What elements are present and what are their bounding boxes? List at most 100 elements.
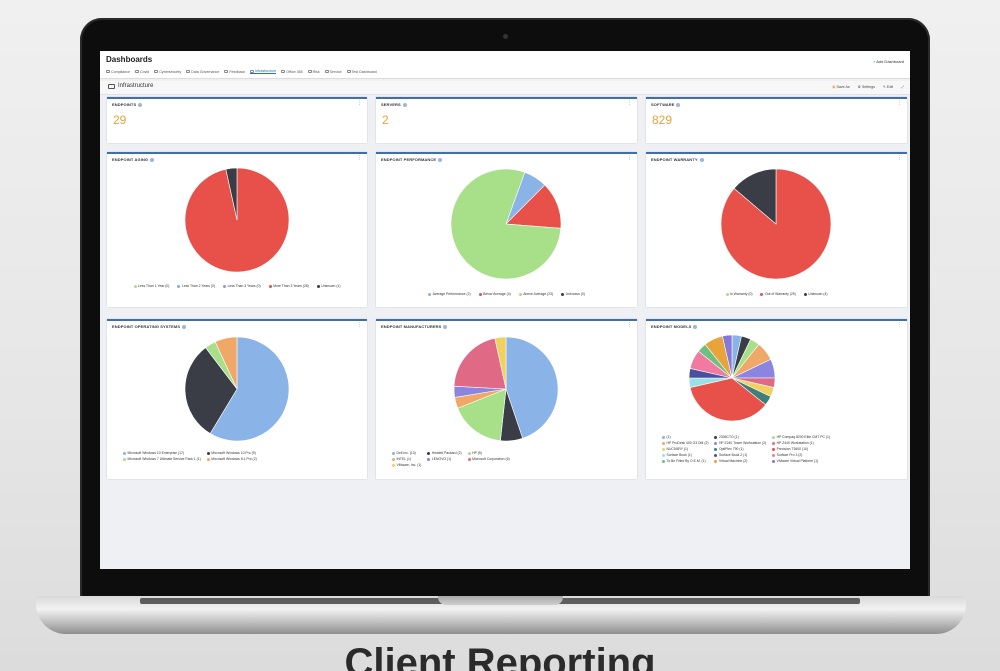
- tab-service[interactable]: Service: [324, 69, 342, 74]
- pie-slice[interactable]: [214, 336, 238, 390]
- legend-item[interactable]: To Be Filled By O.E.M. (1): [662, 459, 708, 463]
- fullscreen-button[interactable]: ⤢: [901, 85, 904, 89]
- legend-item[interactable]: Unknown (1): [316, 284, 340, 288]
- info-icon[interactable]: [693, 324, 698, 329]
- panel-menu-icon[interactable]: ⋮: [897, 155, 902, 161]
- panel-menu-icon[interactable]: ⋮: [357, 322, 362, 328]
- pie-slice[interactable]: [184, 347, 238, 434]
- panel-menu-icon[interactable]: ⋮: [357, 100, 362, 106]
- pie-slice[interactable]: [505, 336, 559, 439]
- tab-cybersecurity[interactable]: Cybersecurity: [154, 69, 181, 74]
- pie-slice[interactable]: [225, 167, 238, 221]
- legend-item[interactable]: INTEL (1): [392, 457, 421, 461]
- legend-item[interactable]: (1): [662, 435, 708, 439]
- legend-item[interactable]: HP (5): [467, 451, 510, 455]
- legend-item[interactable]: Surface Pro 3 (2): [772, 453, 830, 457]
- panel-menu-icon[interactable]: ⋮: [357, 155, 362, 161]
- legend-item[interactable]: Dell Inc. (13): [392, 451, 421, 455]
- legend-item[interactable]: HP Z440 Workstation (1): [772, 441, 830, 445]
- legend-item[interactable]: VMware, Inc. (1): [392, 463, 421, 467]
- legend-item[interactable]: Above Average (23): [518, 292, 553, 296]
- info-icon[interactable]: [402, 102, 407, 107]
- legend-item[interactable]: Microsoft Windows 8.1 Pro (2): [206, 457, 257, 461]
- pie-slice[interactable]: [209, 336, 290, 442]
- legend-item[interactable]: OptiPlex 790 (1): [714, 447, 766, 451]
- legend-item[interactable]: Virtual Machine (2): [714, 459, 766, 463]
- legend-item[interactable]: NUC5i3RY (1): [662, 447, 708, 451]
- software-count[interactable]: 829: [652, 113, 673, 127]
- tab-feedback[interactable]: Feedback: [224, 69, 245, 74]
- servers-count[interactable]: 2: [382, 113, 389, 127]
- tab-covid[interactable]: Covid: [134, 69, 149, 74]
- legend-item[interactable]: VMware Virtual Platform (1): [772, 459, 830, 463]
- panel-title-text: ENDPOINT WARRANTY: [651, 157, 698, 162]
- tab-label: Test Dashboard: [351, 69, 377, 74]
- legend-item[interactable]: Microsoft Windows 7 Ultimate Service Pac…: [123, 457, 201, 461]
- legend-item[interactable]: LENOVO (1): [427, 457, 461, 461]
- legend-item[interactable]: Less Than 1 Year (0): [133, 284, 169, 288]
- info-icon[interactable]: [150, 157, 155, 162]
- pie-slice[interactable]: [733, 168, 777, 225]
- edit-button[interactable]: ✎ Edit: [883, 85, 893, 89]
- legend-item[interactable]: Less Than 3 Years (0): [223, 284, 261, 288]
- panel-menu-icon[interactable]: ⋮: [627, 322, 632, 328]
- legend-item[interactable]: HP Compaq 8200 Elite CMT PC (1): [772, 435, 830, 439]
- legend-item[interactable]: HP ProDesk 400 G3 DM (2): [662, 441, 708, 445]
- tab-data-governance[interactable]: Data Governance: [186, 69, 219, 74]
- info-icon[interactable]: [138, 102, 143, 107]
- tab-office-365[interactable]: Office 365: [281, 69, 303, 74]
- legend-item[interactable]: More Than 3 Years (28): [268, 284, 309, 288]
- legend-swatch: [772, 447, 776, 451]
- legend-item[interactable]: In Warranty (0): [725, 292, 752, 296]
- tab-compliance[interactable]: Compliance: [106, 69, 130, 74]
- chart-legend: Microsoft Windows 10 Enterprise (17) Micr…: [107, 451, 367, 461]
- panel-menu-icon[interactable]: ⋮: [897, 322, 902, 328]
- legend-item[interactable]: Unknown (0): [561, 292, 585, 296]
- legend-item[interactable]: Microsoft Windows 10 Enterprise (17): [123, 451, 201, 455]
- legend-item[interactable]: Precision T3600 (10): [772, 447, 830, 451]
- info-icon[interactable]: [699, 157, 704, 162]
- monitor-icon: [108, 83, 115, 89]
- legend-swatch: [428, 292, 432, 296]
- legend-swatch: [714, 459, 718, 463]
- settings-button[interactable]: ⚙ Settings: [858, 85, 875, 89]
- legend-item[interactable]: Hewlett Packard (2): [427, 451, 462, 455]
- pie-slice[interactable]: [457, 388, 507, 442]
- add-dashboard-button[interactable]: + Add Dashboard: [873, 59, 904, 64]
- info-icon[interactable]: [676, 102, 681, 107]
- save-as-label: Save As: [836, 85, 850, 89]
- camera-icon: [503, 34, 508, 39]
- legend-item[interactable]: Microsoft Windows 10 Pro (9): [206, 451, 257, 455]
- tab-risk[interactable]: Risk: [307, 69, 320, 74]
- legend-item[interactable]: HP Z240 Tower Workstation (2): [714, 441, 766, 445]
- save-as-button[interactable]: ▣ Save As: [832, 85, 850, 89]
- pie-slice[interactable]: [722, 334, 733, 379]
- tab-test-dashboard[interactable]: Test Dashboard: [346, 69, 377, 74]
- legend-item[interactable]: Average Performance (2): [428, 292, 471, 296]
- legend-item[interactable]: Microsoft Corporation (6): [467, 457, 510, 461]
- endpoints-count[interactable]: 29: [113, 113, 127, 127]
- legend-item[interactable]: 2306CTO (1): [714, 435, 766, 439]
- legend-item[interactable]: Surface Book 2 (1): [714, 453, 766, 457]
- legend-item[interactable]: Unknown (4): [803, 292, 828, 296]
- info-icon[interactable]: [443, 324, 448, 329]
- pie-slice[interactable]: [450, 168, 562, 280]
- panel-menu-icon[interactable]: ⋮: [627, 100, 632, 106]
- legend-item[interactable]: Out of Warranty (25): [760, 292, 796, 296]
- pie-slice[interactable]: [453, 337, 507, 390]
- pie-slice[interactable]: [689, 377, 767, 422]
- legend-swatch: [662, 453, 665, 457]
- info-icon[interactable]: [182, 324, 187, 329]
- panel-title: ENDPOINT MODELS: [651, 324, 698, 329]
- tab-infrastructure[interactable]: Infrastructure: [250, 69, 277, 74]
- pie-slice[interactable]: [494, 336, 507, 390]
- legend-swatch: [268, 284, 272, 288]
- legend-item[interactable]: Below Average (4): [478, 292, 511, 296]
- panel-menu-icon[interactable]: ⋮: [627, 155, 632, 161]
- info-icon[interactable]: [438, 157, 443, 162]
- panel-title: ENDPOINT AGING: [112, 157, 155, 162]
- legend-item[interactable]: Less Than 2 Years (0): [177, 284, 215, 288]
- legend-item[interactable]: Surface Book (1): [662, 453, 708, 457]
- legend-label: HP ProDesk 400 G3 DM (2): [666, 441, 709, 445]
- panel-menu-icon[interactable]: ⋮: [897, 100, 902, 106]
